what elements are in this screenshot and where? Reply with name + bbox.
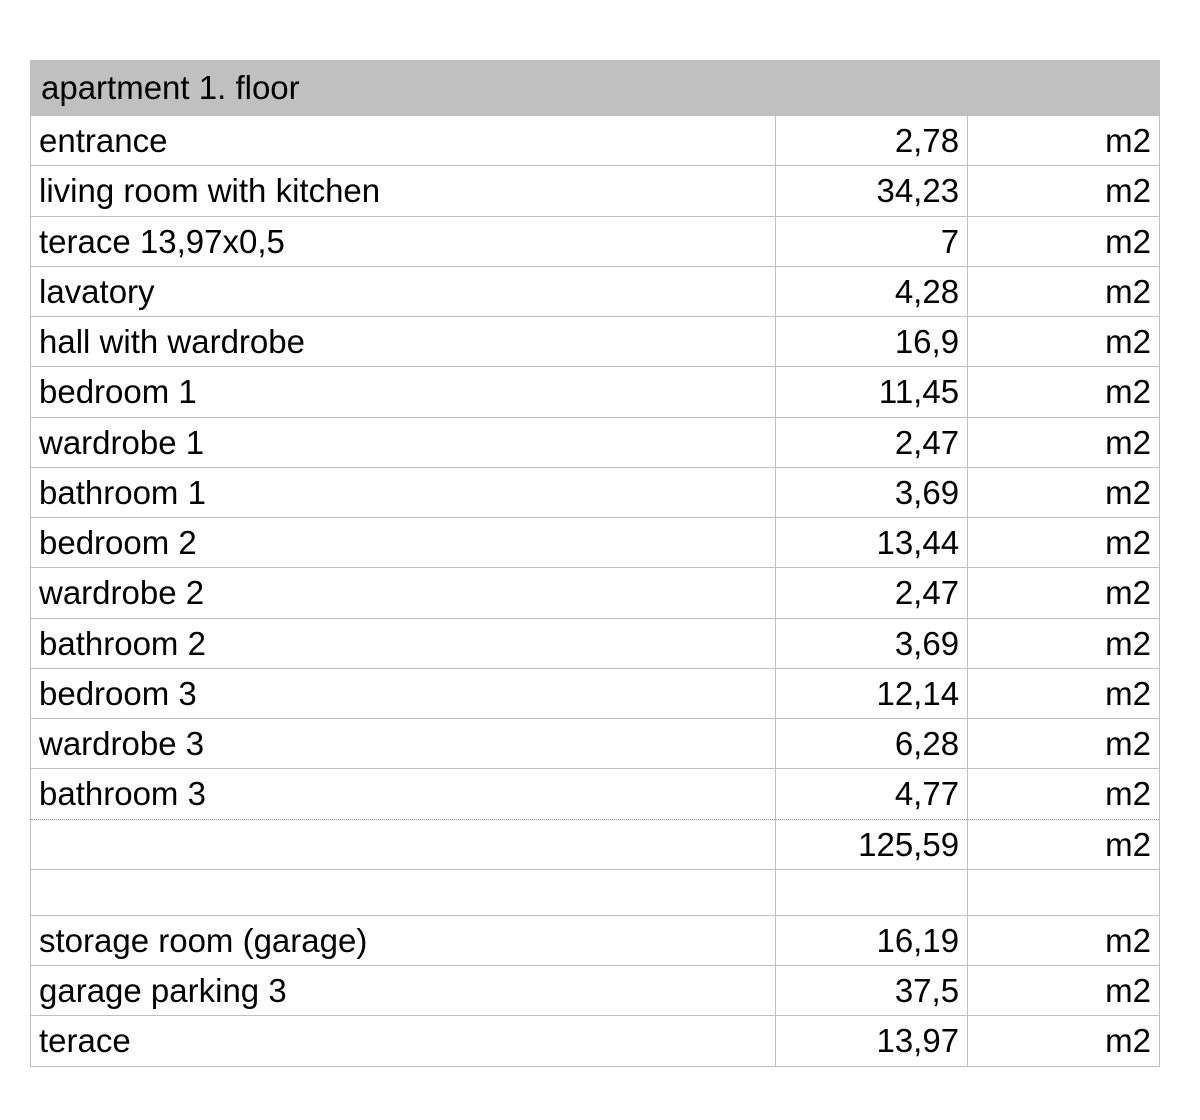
row-label: wardrobe 3 bbox=[31, 719, 776, 769]
row-value: 2,78 bbox=[776, 116, 968, 166]
table-container: apartment 1. floor entrance2,78m2living … bbox=[0, 0, 1200, 1067]
row-unit: m2 bbox=[968, 417, 1160, 467]
row-unit: m2 bbox=[968, 367, 1160, 417]
row-value: 34,23 bbox=[776, 166, 968, 216]
row-label: bathroom 3 bbox=[31, 769, 776, 819]
row-unit: m2 bbox=[968, 568, 1160, 618]
row-value: 16,9 bbox=[776, 317, 968, 367]
row-value: 37,5 bbox=[776, 966, 968, 1016]
row-unit: m2 bbox=[968, 518, 1160, 568]
row-value: 2,47 bbox=[776, 568, 968, 618]
table-row: hall with wardrobe16,9m2 bbox=[31, 317, 1160, 367]
row-value: 4,77 bbox=[776, 769, 968, 819]
row-label: hall with wardrobe bbox=[31, 317, 776, 367]
row-label: bathroom 2 bbox=[31, 618, 776, 668]
row-unit: m2 bbox=[968, 266, 1160, 316]
table-row: bedroom 111,45m2 bbox=[31, 367, 1160, 417]
table-row: 125,59m2 bbox=[31, 819, 1160, 869]
table-row: storage room (garage)16,19m2 bbox=[31, 915, 1160, 965]
table-row: wardrobe 22,47m2 bbox=[31, 568, 1160, 618]
table-row: wardrobe 12,47m2 bbox=[31, 417, 1160, 467]
table-row: wardrobe 36,28m2 bbox=[31, 719, 1160, 769]
row-value: 6,28 bbox=[776, 719, 968, 769]
row-label bbox=[31, 869, 776, 915]
table-header-row: apartment 1. floor bbox=[31, 61, 1160, 116]
row-value: 2,47 bbox=[776, 417, 968, 467]
table-row: bedroom 312,14m2 bbox=[31, 668, 1160, 718]
row-unit: m2 bbox=[968, 668, 1160, 718]
row-value: 13,44 bbox=[776, 518, 968, 568]
table-row: bathroom 23,69m2 bbox=[31, 618, 1160, 668]
table-row: garage parking 337,5m2 bbox=[31, 966, 1160, 1016]
row-unit: m2 bbox=[968, 618, 1160, 668]
row-label: garage parking 3 bbox=[31, 966, 776, 1016]
row-value: 16,19 bbox=[776, 915, 968, 965]
row-label: bedroom 3 bbox=[31, 668, 776, 718]
row-label: terace 13,97x0,5 bbox=[31, 216, 776, 266]
row-label: terace bbox=[31, 1016, 776, 1066]
row-value: 125,59 bbox=[776, 819, 968, 869]
row-unit: m2 bbox=[968, 966, 1160, 1016]
table-row: terace 13,97x0,57m2 bbox=[31, 216, 1160, 266]
row-label: lavatory bbox=[31, 266, 776, 316]
row-label: bedroom 2 bbox=[31, 518, 776, 568]
row-label: wardrobe 1 bbox=[31, 417, 776, 467]
row-unit: m2 bbox=[968, 719, 1160, 769]
table-header: apartment 1. floor bbox=[31, 61, 1160, 116]
row-label: bathroom 1 bbox=[31, 467, 776, 517]
row-value bbox=[776, 869, 968, 915]
area-table: apartment 1. floor entrance2,78m2living … bbox=[30, 60, 1160, 1067]
table-row: bathroom 13,69m2 bbox=[31, 467, 1160, 517]
table-row: living room with kitchen34,23m2 bbox=[31, 166, 1160, 216]
row-unit: m2 bbox=[968, 1016, 1160, 1066]
row-unit: m2 bbox=[968, 915, 1160, 965]
row-unit: m2 bbox=[968, 166, 1160, 216]
row-value: 12,14 bbox=[776, 668, 968, 718]
row-unit bbox=[968, 869, 1160, 915]
row-label: living room with kitchen bbox=[31, 166, 776, 216]
row-label bbox=[31, 819, 776, 869]
row-value: 11,45 bbox=[776, 367, 968, 417]
row-label: entrance bbox=[31, 116, 776, 166]
row-value: 3,69 bbox=[776, 618, 968, 668]
table-row: bedroom 213,44m2 bbox=[31, 518, 1160, 568]
row-unit: m2 bbox=[968, 769, 1160, 819]
row-unit: m2 bbox=[968, 216, 1160, 266]
table-row: entrance2,78m2 bbox=[31, 116, 1160, 166]
row-value: 13,97 bbox=[776, 1016, 968, 1066]
table-row: bathroom 34,77m2 bbox=[31, 769, 1160, 819]
table-row bbox=[31, 869, 1160, 915]
row-value: 3,69 bbox=[776, 467, 968, 517]
row-unit: m2 bbox=[968, 819, 1160, 869]
row-value: 4,28 bbox=[776, 266, 968, 316]
table-row: terace13,97m2 bbox=[31, 1016, 1160, 1066]
row-label: bedroom 1 bbox=[31, 367, 776, 417]
row-label: storage room (garage) bbox=[31, 915, 776, 965]
row-unit: m2 bbox=[968, 467, 1160, 517]
row-unit: m2 bbox=[968, 116, 1160, 166]
table-row: lavatory4,28m2 bbox=[31, 266, 1160, 316]
row-label: wardrobe 2 bbox=[31, 568, 776, 618]
row-value: 7 bbox=[776, 216, 968, 266]
row-unit: m2 bbox=[968, 317, 1160, 367]
